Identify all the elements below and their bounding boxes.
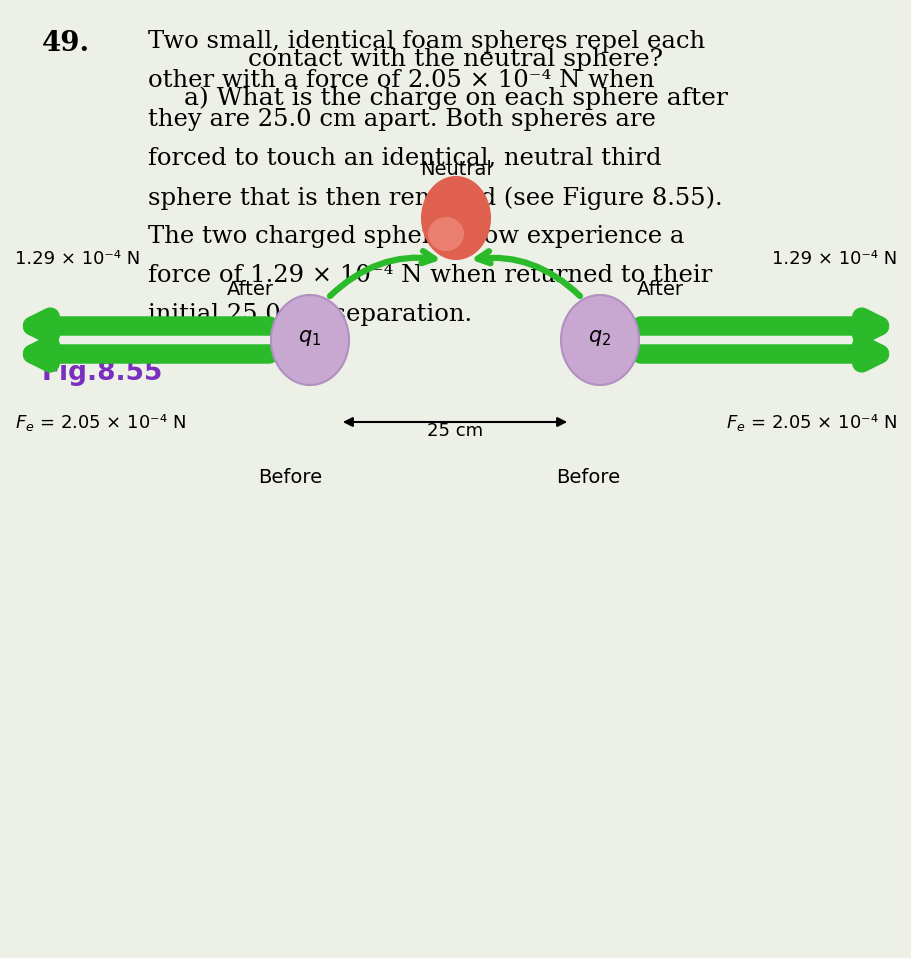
Text: force of 1.29 × 10⁻⁴ N when returned to their: force of 1.29 × 10⁻⁴ N when returned to … xyxy=(148,264,711,287)
Text: forced to touch an identical, neutral third: forced to touch an identical, neutral th… xyxy=(148,147,660,170)
Text: they are 25.0 cm apart. Both spheres are: they are 25.0 cm apart. Both spheres are xyxy=(148,108,655,131)
Ellipse shape xyxy=(560,295,639,385)
Text: Before: Before xyxy=(258,468,322,487)
Text: Fig.8.55: Fig.8.55 xyxy=(42,360,163,386)
Ellipse shape xyxy=(421,176,490,260)
Text: initial 25.0-cm separation.: initial 25.0-cm separation. xyxy=(148,303,472,326)
Ellipse shape xyxy=(271,295,349,385)
Text: Before: Before xyxy=(556,468,619,487)
Text: a) What is the charge on each sphere after: a) What is the charge on each sphere aft… xyxy=(184,86,727,109)
Text: Two small, identical foam spheres repel each: Two small, identical foam spheres repel … xyxy=(148,30,704,53)
Text: $q_2$: $q_2$ xyxy=(588,328,611,348)
Text: After: After xyxy=(636,280,682,299)
Ellipse shape xyxy=(427,217,464,251)
Text: sphere that is then removed (see Figure 8.55).: sphere that is then removed (see Figure … xyxy=(148,186,722,210)
Text: $F_e$ = 2.05 × 10⁻⁴ N: $F_e$ = 2.05 × 10⁻⁴ N xyxy=(725,412,896,432)
Text: other with a force of 2.05 × 10⁻⁴ N when: other with a force of 2.05 × 10⁻⁴ N when xyxy=(148,69,654,92)
Text: 25 cm: 25 cm xyxy=(426,422,483,440)
Text: Neutral: Neutral xyxy=(420,160,491,179)
Text: The two charged spheres now experience a: The two charged spheres now experience a xyxy=(148,225,683,248)
Text: contact with the neutral sphere?: contact with the neutral sphere? xyxy=(248,48,663,71)
Text: After: After xyxy=(226,280,273,299)
Text: 1.29 × 10⁻⁴ N: 1.29 × 10⁻⁴ N xyxy=(771,250,896,268)
Text: $F_e$ = 2.05 × 10⁻⁴ N: $F_e$ = 2.05 × 10⁻⁴ N xyxy=(15,412,186,432)
Text: $q_1$: $q_1$ xyxy=(298,328,322,348)
Text: 1.29 × 10⁻⁴ N: 1.29 × 10⁻⁴ N xyxy=(15,250,140,268)
Text: 49.: 49. xyxy=(42,30,90,57)
